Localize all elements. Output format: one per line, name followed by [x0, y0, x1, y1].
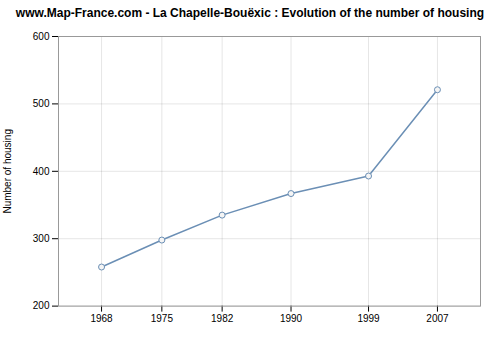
svg-text:1990: 1990 [280, 314, 303, 325]
svg-text:600: 600 [33, 31, 50, 42]
svg-text:300: 300 [33, 233, 50, 244]
svg-text:400: 400 [33, 166, 50, 177]
html-text:www.Map-France.com - La Chapel: www.Map-France.com - La Chapelle-Bouëxic… [15, 6, 485, 20]
svg-text:Number of housing: Number of housing [2, 129, 13, 214]
svg-text:1999: 1999 [357, 314, 380, 325]
svg-text:1968: 1968 [90, 314, 113, 325]
svg-text:2007: 2007 [426, 314, 449, 325]
svg-text:1982: 1982 [211, 314, 234, 325]
svg-text:1975: 1975 [151, 314, 174, 325]
svg-text:200: 200 [33, 301, 50, 312]
svg-text:500: 500 [33, 98, 50, 109]
